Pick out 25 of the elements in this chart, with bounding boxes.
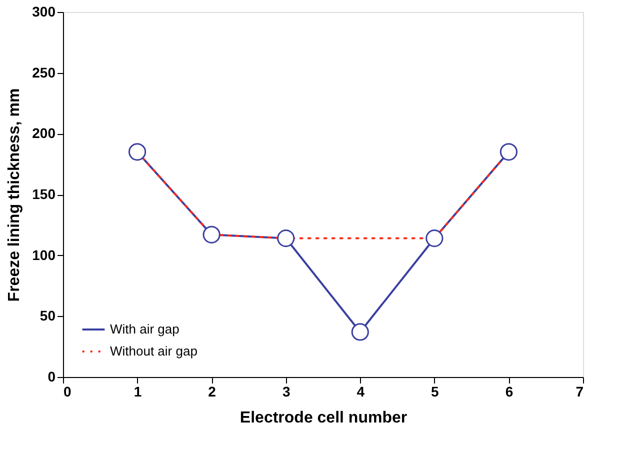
point — [426, 230, 444, 248]
point — [202, 226, 220, 244]
y-tick-label: 100 — [32, 246, 56, 263]
y-tick-label: 150 — [32, 186, 56, 202]
x-tick-label: 7 — [576, 384, 584, 400]
y-tick-label: 50 — [40, 308, 56, 324]
y-axis-title: Freeze lining thickness, mm — [6, 88, 24, 302]
x-tick-label: 6 — [505, 384, 514, 400]
y-tick-label: 250 — [32, 64, 56, 80]
x-tick-label: 0 — [64, 384, 72, 400]
legend-label: With air gap — [110, 322, 180, 336]
x-tick-label: 5 — [431, 384, 440, 400]
x-axis-title: Electrode cell number — [240, 410, 408, 426]
x-tick-label: 1 — [134, 384, 142, 400]
point — [351, 323, 369, 341]
x-tick-label: 3 — [282, 384, 290, 400]
x-tick-label: 2 — [208, 384, 216, 400]
point — [128, 143, 146, 161]
point — [277, 230, 295, 248]
y-tick-label: 200 — [32, 125, 56, 142]
x-tick-label: 4 — [356, 384, 365, 400]
legend-label: Without air gap — [110, 344, 198, 358]
y-tick-label: 0 — [48, 368, 56, 384]
point — [500, 143, 518, 161]
y-tick-label: 300 — [32, 4, 56, 20]
